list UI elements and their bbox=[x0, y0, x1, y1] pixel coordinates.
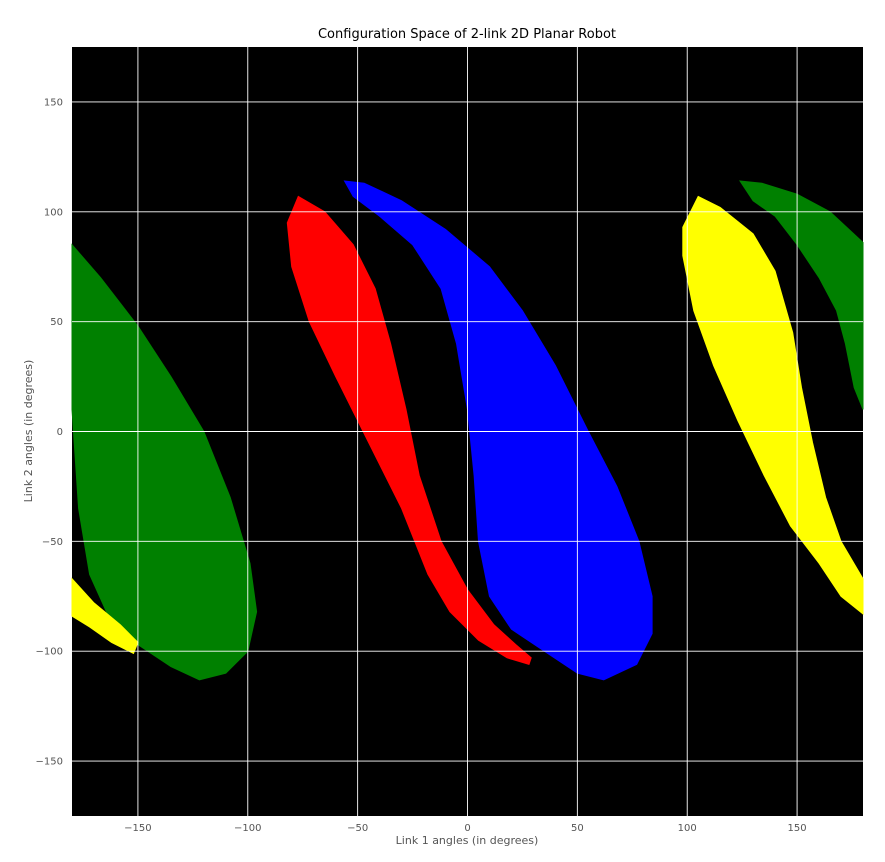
chart-title: Configuration Space of 2-link 2D Planar … bbox=[318, 27, 616, 42]
y-tick-label: −50 bbox=[42, 537, 63, 548]
x-axis-ticks: −150 −100 −50 0 50 100 150 bbox=[124, 823, 806, 834]
x-tick-label: −50 bbox=[347, 823, 368, 834]
region-6 bbox=[739, 180, 864, 410]
x-tick-label: 50 bbox=[571, 823, 584, 834]
region-3 bbox=[286, 195, 532, 666]
region-5 bbox=[682, 195, 864, 615]
y-tick-label: −150 bbox=[36, 757, 63, 768]
collision-regions bbox=[71, 180, 864, 681]
y-tick-label: −100 bbox=[36, 647, 63, 658]
region-4 bbox=[343, 180, 653, 681]
y-tick-label: 50 bbox=[50, 317, 63, 328]
x-tick-label: −150 bbox=[124, 823, 151, 834]
y-tick-label: 0 bbox=[57, 427, 63, 438]
region-2 bbox=[71, 577, 139, 655]
x-tick-label: 100 bbox=[678, 823, 697, 834]
grid-lines bbox=[72, 47, 863, 816]
x-tick-label: 150 bbox=[788, 823, 807, 834]
x-tick-label: −100 bbox=[234, 823, 261, 834]
x-axis-label: Link 1 angles (in degrees) bbox=[396, 834, 539, 847]
y-tick-label: 100 bbox=[44, 207, 63, 218]
region-1 bbox=[71, 243, 258, 681]
y-axis-ticks: 150 100 50 0 −50 −100 −150 bbox=[36, 97, 63, 767]
y-axis-label: Link 2 angles (in degrees) bbox=[22, 360, 35, 503]
x-tick-label: 0 bbox=[464, 823, 470, 834]
y-tick-label: 150 bbox=[44, 97, 63, 108]
